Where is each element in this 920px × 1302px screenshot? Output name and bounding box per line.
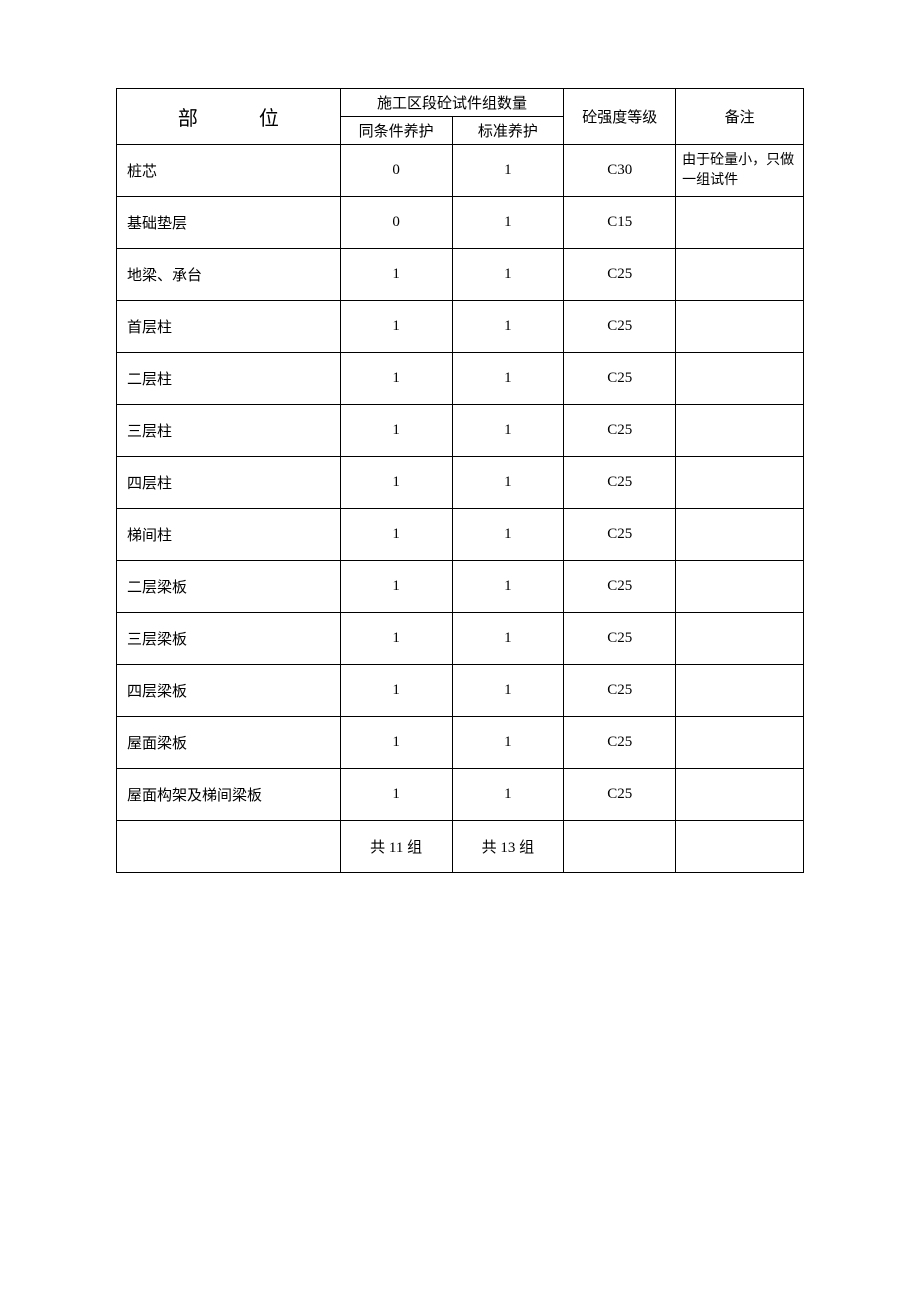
cell-part: 二层柱 [117, 353, 341, 405]
cell-strength: C25 [564, 613, 676, 665]
table-row: 基础垫层 0 1 C15 [117, 197, 804, 249]
table-row: 四层柱 1 1 C25 [117, 457, 804, 509]
header-construction-group: 施工区段砼试件组数量 [340, 89, 564, 117]
header-remark: 备注 [676, 89, 804, 145]
cell-part: 四层梁板 [117, 665, 341, 717]
footer-part [117, 821, 341, 873]
cell-strength: C25 [564, 457, 676, 509]
cell-same: 1 [340, 353, 452, 405]
cell-part: 地梁、承台 [117, 249, 341, 301]
footer-remark [676, 821, 804, 873]
cell-strength: C25 [564, 301, 676, 353]
cell-part: 三层梁板 [117, 613, 341, 665]
footer-strength [564, 821, 676, 873]
cell-standard: 1 [452, 769, 564, 821]
cell-strength: C15 [564, 197, 676, 249]
cell-part: 四层柱 [117, 457, 341, 509]
cell-remark [676, 405, 804, 457]
cell-part: 二层梁板 [117, 561, 341, 613]
cell-same: 1 [340, 249, 452, 301]
cell-remark [676, 769, 804, 821]
table-row: 首层柱 1 1 C25 [117, 301, 804, 353]
cell-standard: 1 [452, 613, 564, 665]
cell-same: 0 [340, 197, 452, 249]
table-body: 桩芯 0 1 C30 由于砼量小，只做一组试件 基础垫层 0 1 C15 地梁、… [117, 145, 804, 873]
header-same-condition: 同条件养护 [340, 117, 452, 145]
table-row: 三层梁板 1 1 C25 [117, 613, 804, 665]
table-row: 梯间柱 1 1 C25 [117, 509, 804, 561]
table-row: 桩芯 0 1 C30 由于砼量小，只做一组试件 [117, 145, 804, 197]
table-row: 屋面构架及梯间梁板 1 1 C25 [117, 769, 804, 821]
cell-part: 桩芯 [117, 145, 341, 197]
cell-strength: C30 [564, 145, 676, 197]
cell-part: 屋面梁板 [117, 717, 341, 769]
cell-strength: C25 [564, 769, 676, 821]
cell-strength: C25 [564, 353, 676, 405]
cell-remark [676, 197, 804, 249]
header-part: 部 位 [117, 89, 341, 145]
cell-remark [676, 665, 804, 717]
table-footer-row: 共 11 组 共 13 组 [117, 821, 804, 873]
table-container: 部 位 施工区段砼试件组数量 砼强度等级 备注 同条件养护 标准养护 桩芯 0 … [116, 88, 804, 873]
cell-standard: 1 [452, 717, 564, 769]
cell-same: 1 [340, 717, 452, 769]
cell-strength: C25 [564, 509, 676, 561]
cell-part: 三层柱 [117, 405, 341, 457]
cell-remark [676, 561, 804, 613]
cell-same: 1 [340, 301, 452, 353]
cell-remark [676, 717, 804, 769]
cell-same: 1 [340, 457, 452, 509]
cell-strength: C25 [564, 249, 676, 301]
header-strength: 砼强度等级 [564, 89, 676, 145]
cell-part: 首层柱 [117, 301, 341, 353]
cell-remark: 由于砼量小，只做一组试件 [676, 145, 804, 197]
cell-same: 1 [340, 665, 452, 717]
table-row: 地梁、承台 1 1 C25 [117, 249, 804, 301]
cell-standard: 1 [452, 249, 564, 301]
cell-strength: C25 [564, 405, 676, 457]
cell-part: 屋面构架及梯间梁板 [117, 769, 341, 821]
table-row: 三层柱 1 1 C25 [117, 405, 804, 457]
cell-same: 1 [340, 613, 452, 665]
cell-standard: 1 [452, 509, 564, 561]
concrete-test-table: 部 位 施工区段砼试件组数量 砼强度等级 备注 同条件养护 标准养护 桩芯 0 … [116, 88, 804, 873]
table-row: 四层梁板 1 1 C25 [117, 665, 804, 717]
footer-same: 共 11 组 [340, 821, 452, 873]
cell-remark [676, 353, 804, 405]
table-row: 屋面梁板 1 1 C25 [117, 717, 804, 769]
cell-standard: 1 [452, 561, 564, 613]
cell-strength: C25 [564, 561, 676, 613]
cell-standard: 1 [452, 665, 564, 717]
cell-same: 1 [340, 561, 452, 613]
cell-part: 基础垫层 [117, 197, 341, 249]
cell-remark [676, 301, 804, 353]
cell-standard: 1 [452, 197, 564, 249]
cell-remark [676, 457, 804, 509]
cell-strength: C25 [564, 717, 676, 769]
cell-strength: C25 [564, 665, 676, 717]
cell-remark [676, 249, 804, 301]
table-row: 二层梁板 1 1 C25 [117, 561, 804, 613]
cell-remark [676, 613, 804, 665]
cell-same: 1 [340, 769, 452, 821]
cell-same: 1 [340, 509, 452, 561]
cell-same: 0 [340, 145, 452, 197]
table-header-row-1: 部 位 施工区段砼试件组数量 砼强度等级 备注 [117, 89, 804, 117]
cell-standard: 1 [452, 405, 564, 457]
cell-remark [676, 509, 804, 561]
cell-part: 梯间柱 [117, 509, 341, 561]
cell-same: 1 [340, 405, 452, 457]
cell-standard: 1 [452, 353, 564, 405]
footer-standard: 共 13 组 [452, 821, 564, 873]
header-standard: 标准养护 [452, 117, 564, 145]
cell-standard: 1 [452, 145, 564, 197]
cell-standard: 1 [452, 301, 564, 353]
table-row: 二层柱 1 1 C25 [117, 353, 804, 405]
cell-standard: 1 [452, 457, 564, 509]
